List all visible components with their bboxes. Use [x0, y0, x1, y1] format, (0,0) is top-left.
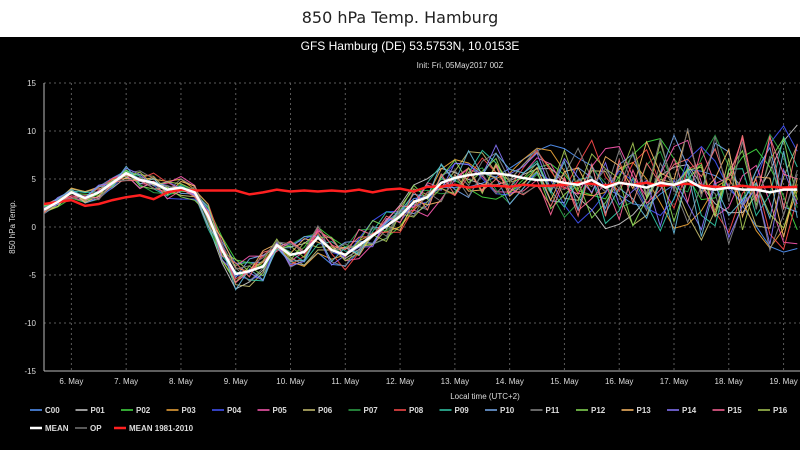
y-tick-label: 5	[32, 175, 37, 184]
x-tick-label: 6. May	[59, 377, 83, 386]
legend-label-p13: P13	[637, 406, 652, 415]
legend-label-p06: P06	[318, 406, 333, 415]
legend-label-p02: P02	[136, 406, 151, 415]
y-tick-label: -10	[24, 319, 36, 328]
legend-label-mean: MEAN	[45, 424, 69, 433]
x-tick-label: 17. May	[660, 377, 688, 386]
legend-label-op: OP	[90, 424, 102, 433]
series-group	[44, 124, 798, 291]
x-tick-label: 12. May	[386, 377, 414, 386]
legend-label-p09: P09	[455, 406, 470, 415]
series-line-p06	[44, 144, 798, 288]
legend-label-p08: P08	[409, 406, 424, 415]
x-tick-label: 19. May	[769, 377, 797, 386]
series-line-p14	[44, 144, 798, 282]
legend-label-p05: P05	[273, 406, 288, 415]
series-line-p15	[44, 135, 798, 284]
legend-label-p12: P12	[591, 406, 606, 415]
legend-label-p14: P14	[682, 406, 697, 415]
x-tick-label: 11. May	[331, 377, 359, 386]
y-axis-label: 850 hPa Temp.	[8, 200, 17, 254]
legend: C00 P01 P02 P03 P04 P05 P06 P07 P08 P09 P10 P11 P12 P…	[30, 406, 788, 433]
y-tick-label: 10	[27, 127, 36, 136]
series-line-p16	[44, 140, 798, 273]
legend-label-c00: C00	[45, 406, 60, 415]
x-tick-label: 15. May	[550, 377, 578, 386]
series-line-mean	[44, 171, 798, 276]
legend-label-p07: P07	[364, 406, 379, 415]
y-tick-label: 15	[27, 79, 36, 88]
y-tick-label: -5	[29, 271, 37, 280]
chart-subtitle: Init: Fri, 05May2017 00Z	[417, 61, 504, 70]
x-tick-label: 7. May	[114, 377, 138, 386]
x-tick-label: 18. May	[715, 377, 743, 386]
plot-area: 6. May 7. May 8. May 9. May 10. May 11. May 12…	[24, 79, 800, 386]
legend-label-p10: P10	[500, 406, 515, 415]
series-line-c00	[44, 144, 798, 267]
series-line-p17	[44, 149, 798, 291]
y-tick-label: 0	[32, 223, 37, 232]
x-tick-label: 10. May	[276, 377, 304, 386]
chart: GFS Hamburg (DE) 53.5753N, 10.0153E Init…	[8, 39, 800, 433]
x-tick-label: 9. May	[224, 377, 248, 386]
legend-label-p03: P03	[182, 406, 197, 415]
legend-label-climate-mean: MEAN 1981-2010	[129, 424, 194, 433]
legend-label-p01: P01	[91, 406, 106, 415]
legend-label-p15: P15	[728, 406, 743, 415]
legend-label-p11: P11	[546, 406, 560, 415]
legend-label-p04: P04	[227, 406, 242, 415]
x-tick-label: 16. May	[605, 377, 633, 386]
series-line-op	[44, 128, 798, 270]
x-tick-label: 14. May	[495, 377, 523, 386]
page-title-bar: 850 hPa Temp. Hamburg	[0, 0, 800, 37]
chart-title: GFS Hamburg (DE) 53.5753N, 10.0153E	[301, 39, 520, 53]
y-tick-label: -15	[24, 367, 36, 376]
page-title: 850 hPa Temp. Hamburg	[301, 8, 499, 27]
x-tick-label: 8. May	[169, 377, 193, 386]
legend-label-p16: P16	[773, 406, 788, 415]
x-axis-label: Local time (UTC+2)	[450, 392, 520, 401]
x-tick-label: 13. May	[441, 377, 469, 386]
